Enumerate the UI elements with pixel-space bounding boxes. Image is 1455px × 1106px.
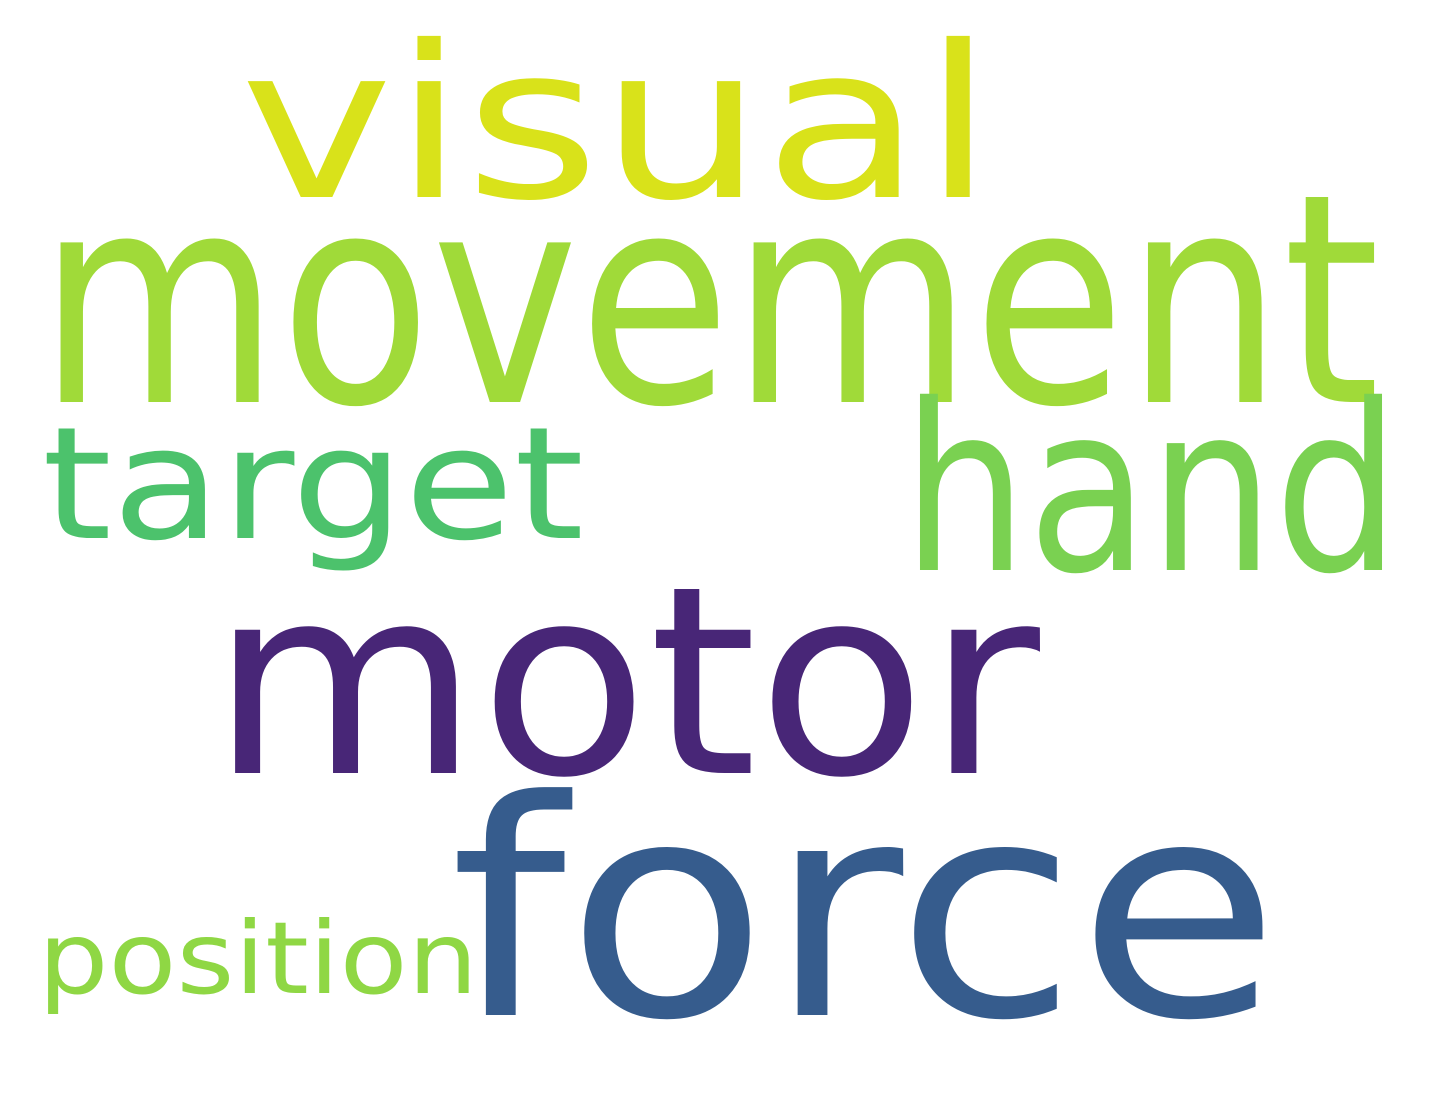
word-movement: movement xyxy=(38,131,1380,471)
word-force: force xyxy=(450,737,1280,1086)
word-motor: motor xyxy=(210,530,1043,835)
word-target: target xyxy=(42,393,584,575)
word-visual: visual xyxy=(240,0,994,247)
word-position: position xyxy=(38,900,478,1017)
word-hand: hand xyxy=(902,355,1400,625)
